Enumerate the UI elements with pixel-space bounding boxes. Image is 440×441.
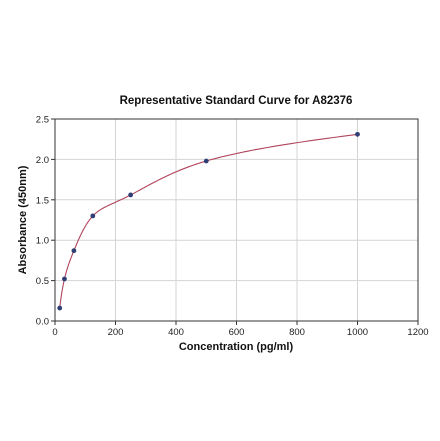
data-point: [71, 248, 77, 254]
data-point: [203, 158, 209, 164]
x-tick-label: 200: [108, 327, 124, 338]
data-point: [62, 276, 67, 282]
y-axis-label: Absorbance (450nm): [17, 165, 29, 274]
x-tick-label: 600: [229, 327, 245, 338]
y-tick-label: 1.5: [36, 195, 49, 206]
data-point: [57, 305, 63, 311]
y-tick-label: 1.0: [36, 236, 49, 247]
data-point: [128, 192, 134, 198]
chart-title: Representative Standard Curve for A82376: [120, 95, 353, 107]
y-tick-label: 0.5: [36, 276, 49, 287]
x-tick-label: 0: [52, 327, 57, 338]
x-tick-label: 1000: [347, 327, 368, 338]
y-tick-label: 2.0: [36, 155, 49, 166]
x-tick-label: 1200: [407, 327, 428, 338]
x-tick-label: 800: [289, 327, 305, 338]
x-axis-label: Concentration (pg/ml): [179, 341, 294, 353]
fitted-curve: [59, 133, 358, 309]
data-point: [90, 213, 96, 219]
x-tick-label: 400: [168, 327, 184, 338]
axis-ticks: 0 200 400 600 800 1000 1200 0.0 0.5 1.0 1.5 2.0 2.5: [36, 115, 429, 339]
y-tick-label: 0.0: [36, 317, 49, 328]
grid-lines: [55, 119, 418, 321]
y-tick-label: 2.5: [36, 115, 49, 126]
data-point: [355, 131, 360, 137]
fitted-curve-layer: [59, 133, 358, 309]
data-points: [57, 131, 360, 311]
